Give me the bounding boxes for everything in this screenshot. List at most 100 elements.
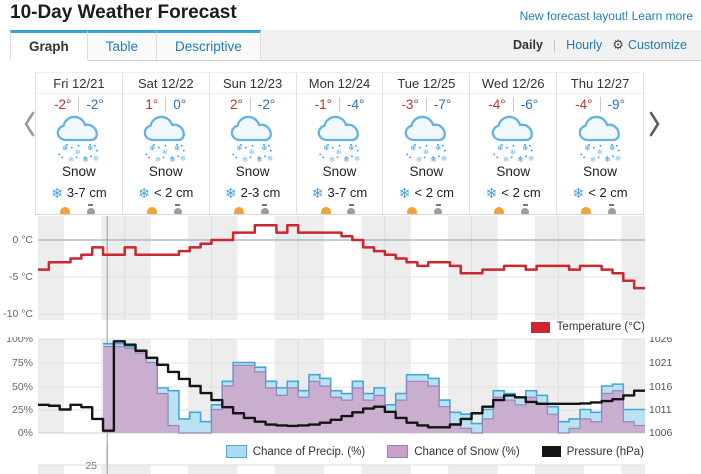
bottom-chart-legend: Chance of Precip. (%) Chance of Snow (%)… (204, 445, 644, 458)
sun-times-row (297, 203, 383, 214)
accumulation-value: < 2 cm (501, 185, 541, 200)
sun-times-row (470, 203, 556, 214)
svg-text:❄: ❄ (75, 147, 81, 156)
sun-times-row (210, 203, 296, 214)
snowflake-icon: ❄ (572, 184, 585, 201)
snow-legend-swatch (387, 445, 409, 458)
snowflake-icon: ❄ (224, 184, 237, 201)
sunset-icon (260, 204, 270, 214)
low-temp: -7° (425, 96, 451, 112)
snow-accumulation: ❄ < 2 cm (123, 182, 209, 203)
low-temp: -6° (512, 96, 538, 112)
svg-text:75%: 75% (12, 357, 33, 369)
svg-text:❄: ❄ (430, 155, 436, 164)
svg-text:❄: ❄ (63, 144, 69, 153)
svg-text:❄: ❄ (410, 144, 416, 153)
high-temp: -3° (401, 96, 419, 112)
forecast-day-column[interactable]: Sat 12/22 1° 0° ❄ ❄ ❄ ❄ ❄ ❄ Snow ❄ < 2 cm (122, 73, 210, 214)
precip-legend-label: Chance of Precip. (%) (252, 445, 366, 458)
svg-text:❄: ❄ (497, 144, 503, 153)
temperature-legend-label: Temperature (°C) (556, 321, 645, 333)
svg-text:25%: 25% (12, 404, 33, 416)
tab-graph[interactable]: Graph (10, 30, 88, 61)
svg-text:❄: ❄ (343, 155, 349, 164)
new-layout-link[interactable]: New forecast layout! Learn more (519, 9, 693, 23)
svg-text:❄: ❄ (174, 144, 180, 153)
view-hourly-button[interactable]: Hourly (566, 38, 603, 52)
svg-text:100%: 100% (6, 337, 33, 345)
snow-accumulation: ❄ 2-3 cm (210, 182, 296, 203)
tab-descriptive[interactable]: Descriptive (157, 30, 261, 61)
high-temp: -1° (314, 96, 332, 112)
high-temp: -4° (575, 96, 593, 112)
snow-accumulation: ❄ 3-7 cm (297, 182, 383, 203)
svg-text:❄: ❄ (509, 147, 515, 156)
day-date: Wed 12/26 (470, 73, 557, 94)
svg-text:-10 °C: -10 °C (3, 308, 33, 320)
svg-text:❄: ❄ (614, 154, 620, 163)
day-temps: -2° -2° (36, 94, 122, 114)
snow-legend-item: Chance of Snow (%) (387, 445, 520, 458)
svg-text:❄: ❄ (162, 147, 168, 156)
svg-text:❄: ❄ (249, 147, 255, 156)
forecast-day-column[interactable]: Mon 12/24 -1° -4° ❄ ❄ ❄ ❄ ❄ ❄ Snow ❄ 3-7 cm (296, 73, 384, 214)
scroll-right-chevron-icon[interactable] (646, 110, 662, 138)
snow-legend-label: Chance of Snow (%) (414, 445, 520, 458)
sunset-icon (346, 204, 356, 214)
sunset-icon (433, 204, 443, 214)
svg-text:❄: ❄ (503, 155, 509, 164)
snow-cloud-icon: ❄ ❄ ❄❄ ❄ ❄ (491, 115, 534, 164)
low-temp: -2° (249, 96, 275, 112)
sun-times-row (123, 203, 209, 214)
svg-text:❄: ❄ (596, 147, 602, 156)
forecast-day-column[interactable]: Wed 12/26 -4° -6° ❄ ❄ ❄ ❄ ❄ ❄ Snow ❄ < 2 cm (470, 73, 558, 214)
view-daily-button[interactable]: Daily (513, 38, 543, 52)
sunrise-icon (581, 207, 592, 214)
accumulation-value: 2-3 cm (240, 185, 281, 200)
sunrise-icon (494, 207, 505, 214)
tab-table[interactable]: Table (87, 30, 158, 61)
temperature-legend: Temperature (°C) (530, 321, 645, 333)
svg-text:❄: ❄ (589, 155, 595, 164)
view-toggle-bar: Daily | Hourly ⚙ Customize (260, 30, 701, 61)
snow-cloud-icon: ❄ ❄ ❄❄ ❄ ❄ (578, 115, 621, 164)
svg-text:❄: ❄ (517, 155, 523, 164)
sunrise-icon (320, 207, 331, 214)
svg-text:1026: 1026 (649, 337, 673, 345)
svg-text:❄: ❄ (584, 144, 590, 153)
svg-text:❄: ❄ (236, 144, 242, 153)
accumulation-value: 3-7 cm (66, 185, 107, 200)
snowflake-icon: ❄ (485, 184, 498, 201)
accumulation-value: < 2 cm (588, 185, 628, 200)
scroll-left-chevron-icon[interactable] (22, 110, 38, 138)
condition-icon-wrap: ❄ ❄ ❄ ❄ ❄ ❄ (36, 114, 122, 164)
svg-text:❄: ❄ (528, 154, 534, 163)
condition-icon-wrap: ❄ ❄ ❄ ❄ ❄ ❄ (297, 114, 383, 164)
forecast-day-column[interactable]: Sun 12/23 2° -2° ❄ ❄ ❄ ❄ ❄ ❄ Snow ❄ 2-3 cm (209, 73, 297, 214)
day-date: Fri 12/21 (36, 73, 122, 94)
svg-text:❄: ❄ (256, 155, 262, 164)
svg-text:1011: 1011 (649, 404, 672, 416)
gear-icon: ⚙ (612, 37, 624, 52)
condition-icon-wrap: ❄ ❄ ❄ ❄ ❄ ❄ (557, 114, 643, 164)
day-date: Thu 12/27 (557, 73, 643, 94)
customize-button[interactable]: ⚙ Customize (612, 37, 687, 53)
sunset-icon (173, 204, 183, 214)
divider: | (552, 38, 557, 52)
condition-label: Snow (496, 164, 531, 179)
customize-label: Customize (627, 38, 687, 52)
forecast-day-column[interactable]: Thu 12/27 -4° -9° ❄ ❄ ❄ ❄ ❄ ❄ Snow ❄ < 2 cm (557, 73, 644, 214)
svg-text:50%: 50% (12, 381, 33, 393)
svg-text:0 °C: 0 °C (12, 234, 33, 246)
snowflake-icon: ❄ (311, 184, 324, 201)
forecast-day-column[interactable]: Tue 12/25 -3° -7° ❄ ❄ ❄ ❄ ❄ ❄ Snow ❄ < 2 cm (383, 73, 471, 214)
low-temp: 0° (165, 96, 186, 112)
accumulation-value: < 2 cm (414, 185, 454, 200)
snow-cloud-icon: ❄ ❄ ❄❄ ❄ ❄ (230, 115, 274, 164)
sunrise-icon (233, 207, 244, 214)
low-temp: -2° (78, 96, 104, 112)
snow-accumulation: ❄ < 2 cm (383, 182, 469, 203)
forecast-day-column[interactable]: Fri 12/21 -2° -2° ❄ ❄ ❄ ❄ ❄ ❄ Snow ❄ 3-7 cm (36, 73, 123, 214)
svg-text:❄: ❄ (155, 155, 161, 164)
